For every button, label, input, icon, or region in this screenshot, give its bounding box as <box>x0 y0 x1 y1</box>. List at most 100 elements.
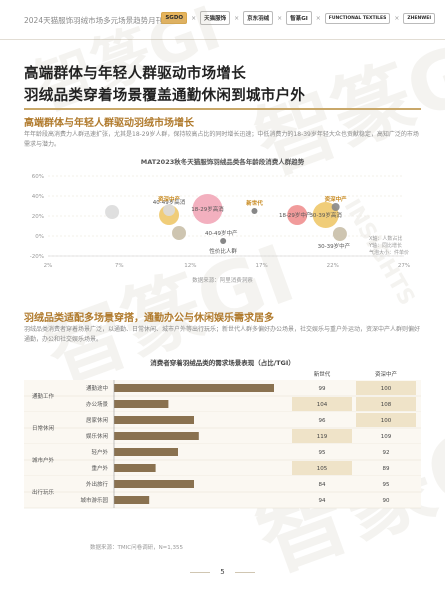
bubble <box>192 194 223 224</box>
bubble <box>172 226 187 240</box>
column-header: 新世代 <box>314 370 331 378</box>
partner-logos: SGDO × 天猫服饰 × 京东羽绒 × 智篆GI × FUNCTIONAL T… <box>161 11 435 25</box>
value-senior-middle: 89 <box>383 466 390 472</box>
bubble <box>332 227 347 241</box>
bubble-label: 40-49岁中产 <box>205 229 238 237</box>
value-new-gen: 119 <box>317 434 328 440</box>
logo-sgdo: SGDO <box>161 12 188 24</box>
scene-label: 轻户外 <box>91 448 108 456</box>
page-number: 5 <box>220 568 225 576</box>
value-senior-middle: 95 <box>383 482 390 488</box>
scene-label: 居家休闲 <box>86 416 109 424</box>
value-highlight <box>356 397 416 411</box>
bubble-chart: 40-49岁高消资深中产18-29岁高消40-49岁中产新世代18-29岁中产3… <box>30 174 410 269</box>
section2-title: 羽绒品类适配多场景穿搭，通勤办公与休闲娱乐需求居多 <box>24 313 274 324</box>
scene-bar <box>114 432 199 440</box>
bubble-chart-axis: 60% 40% 20% 0% -20%2% 7% 12% 17% 22% 27% <box>30 174 410 269</box>
x-icon: × <box>191 14 197 22</box>
value-new-gen: 105 <box>317 466 328 472</box>
bubble <box>287 205 308 225</box>
value-highlight <box>292 461 352 475</box>
value-highlight <box>292 397 352 411</box>
y-tick-label: 60% <box>32 174 44 180</box>
x-tick-label: 12% <box>184 263 196 269</box>
value-new-gen: 99 <box>319 386 326 392</box>
x-icon: × <box>315 14 321 22</box>
logo-tmall: 天猫服饰 <box>200 11 231 25</box>
y-tick-label: -20% <box>30 254 44 260</box>
group-label: 通勤工作 <box>32 392 55 400</box>
bubble-label: 30-39岁中产 <box>318 242 351 250</box>
logo-jd: 京东羽绒 <box>243 11 274 25</box>
chart-note: X轴：人数占比 Y轴：同比增长 气泡大小：件单价 <box>369 236 409 257</box>
bubble <box>163 204 176 216</box>
value-highlight <box>292 429 352 443</box>
y-tick-label: 20% <box>32 214 44 220</box>
scene-label: 办公场景 <box>86 400 109 408</box>
section1-paragraph: 年年龄段高消费力人群迅速扩张，尤其是18-29岁人群，保持较高占比的同时增长迅速… <box>24 131 419 148</box>
logo-zhenwei: ZHENWEI <box>403 12 435 24</box>
main-title-line2: 羽绒品类穿着场景覆盖通勤休闲到城市户外 <box>24 88 306 104</box>
x-tick-label: 22% <box>327 263 339 269</box>
x-tick-label: 2% <box>44 263 53 269</box>
section2-paragraph: 羽绒品类消费者穿着场景广泛，以通勤、日常休闲、城市户外等出行玩乐；新世代人群多偏… <box>24 326 421 343</box>
scene-bar <box>114 480 194 488</box>
chart-note-y: Y轴：同比增长 <box>369 243 403 249</box>
bubble-chart-grid <box>48 175 404 257</box>
x-tick-label: 7% <box>115 263 124 269</box>
scene-bar <box>114 464 156 472</box>
value-senior-middle: 90 <box>383 498 390 504</box>
chart2-source: 数据来源：TMIC问卷调研，N=1,355 <box>90 545 184 551</box>
title-divider <box>24 108 421 110</box>
value-new-gen: 95 <box>319 450 326 456</box>
value-highlight <box>356 413 416 427</box>
chart-note-size: 气泡大小：件单价 <box>369 250 410 256</box>
scene-label: 城市游乐园 <box>80 496 108 504</box>
bubble <box>105 205 120 219</box>
page-header: 2024天猫服饰羽绒市场多元场景趋势月刊 SGDO × 天猫服饰 × 京东羽绒 … <box>0 0 445 40</box>
x-icon: × <box>394 14 400 22</box>
chart1-source: 数据来源：阿里消费洞察 <box>192 278 253 284</box>
value-new-gen: 104 <box>317 402 328 408</box>
x-tick-label: 27% <box>398 263 410 269</box>
value-highlight <box>356 381 416 395</box>
bubble-chart-title: MAT2023秋冬天猫服饰羽绒品类各年龄段消费人群趋势 <box>140 158 305 166</box>
scene-label: 外出旅行 <box>86 480 109 488</box>
bubble-chart-points: 40-49岁高消资深中产18-29岁高消40-49岁中产新世代18-29岁中产3… <box>105 194 351 255</box>
scene-label: 娱乐休闲 <box>86 432 109 440</box>
value-senior-middle: 100 <box>381 418 392 424</box>
value-senior-middle: 100 <box>381 386 392 392</box>
column-header: 资深中产 <box>375 370 398 378</box>
y-tick-label: 40% <box>32 194 44 200</box>
bubble-label: 性价比人群 <box>209 247 237 255</box>
bubble <box>251 208 258 214</box>
bubble-label: 资深中产 <box>158 195 181 203</box>
value-new-gen: 84 <box>319 482 326 488</box>
scene-bar <box>114 400 169 408</box>
y-tick-label: 0% <box>35 234 44 240</box>
x-tick-label: 17% <box>255 263 267 269</box>
scene-bar <box>114 416 194 424</box>
logo-gi: 智篆GI <box>286 11 312 25</box>
group-label: 出行玩乐 <box>32 488 55 496</box>
bubble <box>331 203 340 211</box>
x-icon: × <box>234 14 240 22</box>
chart-note-x: X轴：人数占比 <box>369 236 403 242</box>
scene-bar <box>114 496 150 504</box>
bubble-label: 40-49岁高消 <box>153 198 186 206</box>
value-senior-middle: 109 <box>381 434 392 440</box>
value-senior-middle: 108 <box>381 402 392 408</box>
value-senior-middle: 92 <box>383 450 390 456</box>
scene-bar <box>114 448 178 456</box>
scene-bar <box>114 384 274 392</box>
bubble <box>220 238 227 244</box>
value-new-gen: 96 <box>319 418 326 424</box>
main-title-line1: 高端群体与年轻人群驱动市场增长 <box>24 66 246 82</box>
bubble-label: 30-39岁高消 <box>309 211 342 219</box>
value-new-gen: 94 <box>319 498 326 504</box>
group-label: 城市户外 <box>32 456 55 464</box>
page-dash-left <box>190 572 210 573</box>
logo-functional-textiles: FUNCTIONAL TEXTILES <box>324 12 391 24</box>
group-label: 日常休闲 <box>32 424 55 432</box>
